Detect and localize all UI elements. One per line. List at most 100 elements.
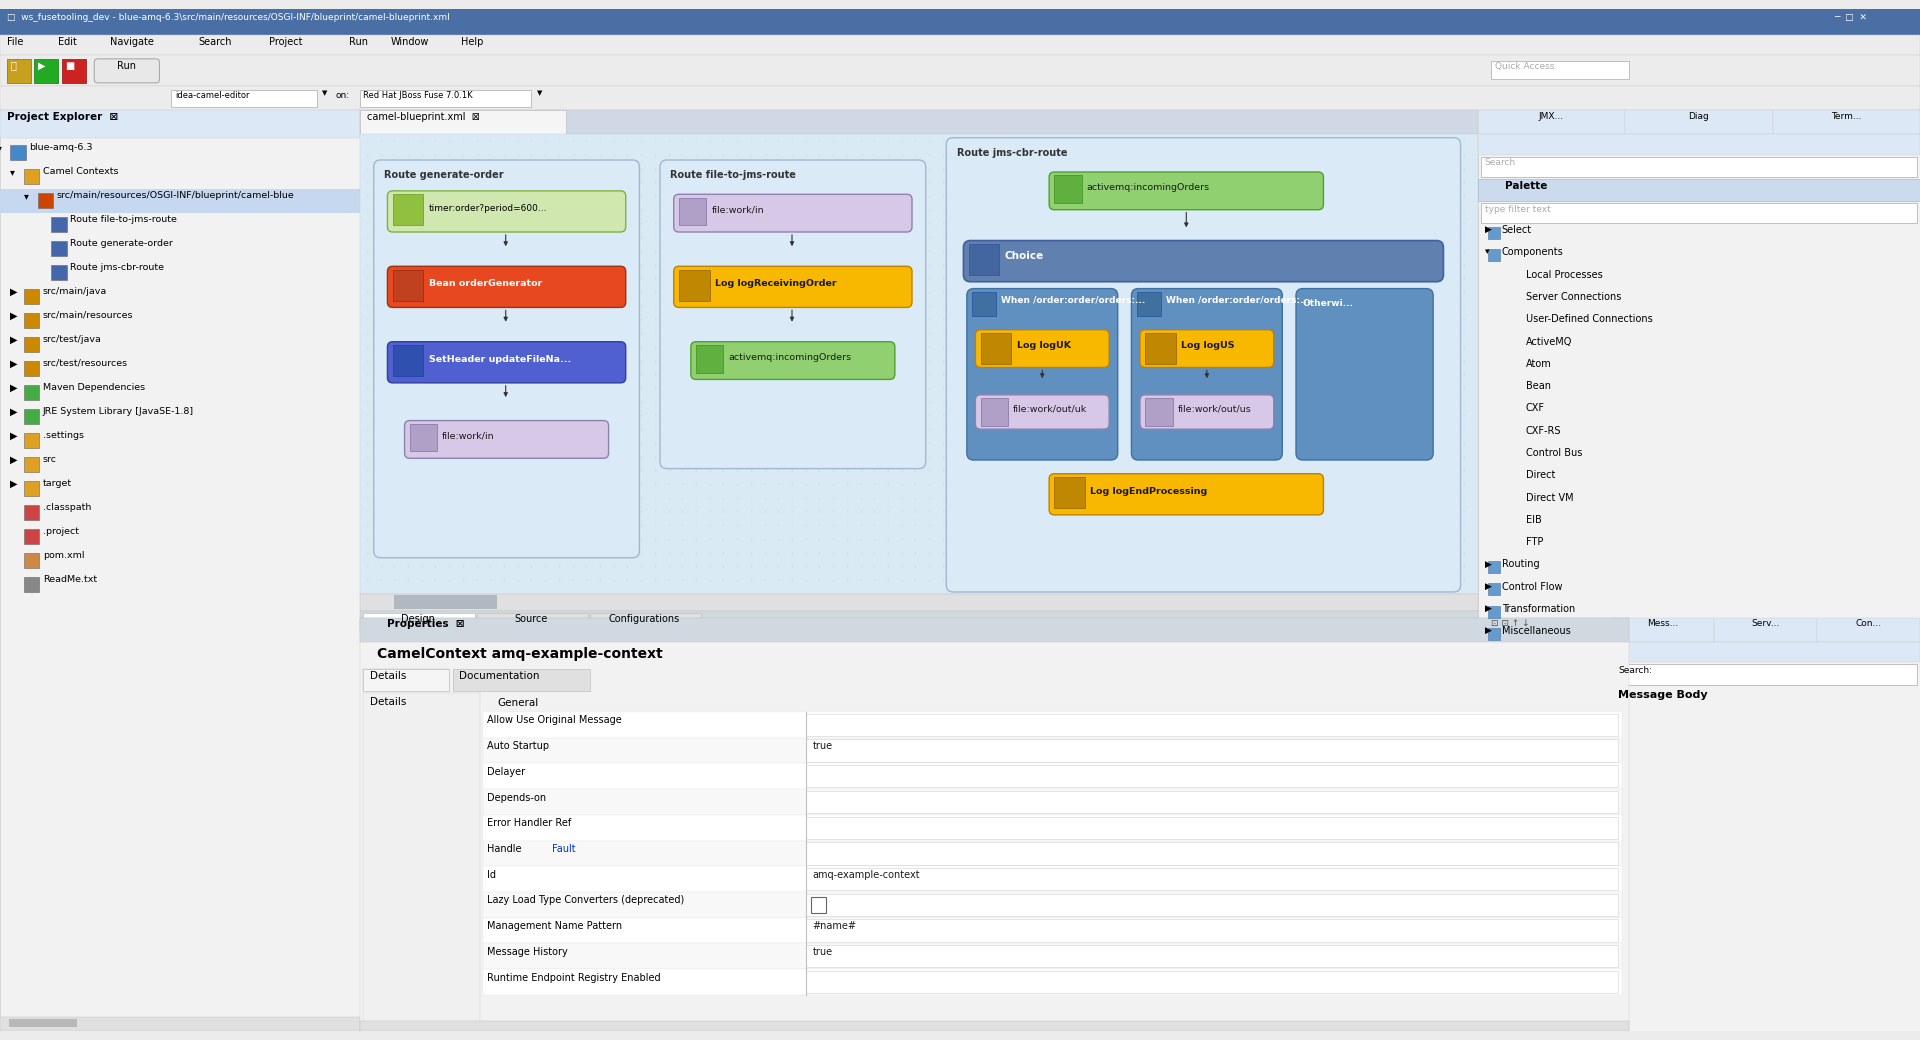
Text: .classpath: .classpath	[42, 503, 92, 512]
Text: ▶: ▶	[38, 60, 46, 71]
FancyBboxPatch shape	[1624, 110, 1772, 134]
FancyBboxPatch shape	[484, 866, 1622, 892]
FancyBboxPatch shape	[361, 134, 1478, 594]
FancyBboxPatch shape	[52, 240, 67, 256]
FancyBboxPatch shape	[38, 192, 54, 208]
Text: Direct: Direct	[1526, 470, 1555, 480]
Text: Handle: Handle	[488, 844, 524, 854]
Text: Con...: Con...	[1855, 620, 1882, 628]
FancyBboxPatch shape	[981, 333, 1012, 364]
FancyBboxPatch shape	[394, 596, 497, 609]
Text: Log logEndProcessing: Log logEndProcessing	[1091, 487, 1208, 496]
FancyBboxPatch shape	[1611, 618, 1715, 642]
Text: Route file-to-jms-route: Route file-to-jms-route	[71, 215, 177, 224]
FancyBboxPatch shape	[363, 613, 474, 633]
FancyBboxPatch shape	[1048, 473, 1323, 515]
FancyBboxPatch shape	[680, 269, 710, 301]
Text: camel-blueprint.xml  ⊠: camel-blueprint.xml ⊠	[367, 112, 480, 122]
FancyBboxPatch shape	[806, 919, 1619, 941]
Text: Allow Use Original Message: Allow Use Original Message	[488, 716, 622, 726]
FancyBboxPatch shape	[361, 110, 1478, 134]
Text: src/test/resources: src/test/resources	[42, 359, 129, 368]
FancyBboxPatch shape	[23, 576, 40, 592]
Text: Components: Components	[1501, 248, 1563, 258]
FancyBboxPatch shape	[361, 89, 532, 107]
FancyBboxPatch shape	[968, 288, 1117, 460]
FancyBboxPatch shape	[361, 610, 1478, 634]
Text: EIB: EIB	[1526, 515, 1542, 525]
FancyBboxPatch shape	[23, 361, 40, 376]
FancyBboxPatch shape	[0, 9, 1920, 35]
FancyBboxPatch shape	[392, 194, 424, 225]
Text: FTP: FTP	[1526, 537, 1544, 547]
Text: src/main/resources/OSGI-INF/blueprint/camel-blue: src/main/resources/OSGI-INF/blueprint/ca…	[56, 191, 294, 200]
FancyBboxPatch shape	[361, 1020, 1628, 1031]
FancyBboxPatch shape	[23, 168, 40, 184]
FancyBboxPatch shape	[94, 59, 159, 83]
FancyBboxPatch shape	[484, 815, 1622, 840]
Text: Message Body: Message Body	[1619, 690, 1709, 700]
FancyBboxPatch shape	[10, 145, 25, 160]
FancyBboxPatch shape	[964, 240, 1444, 282]
Text: Fault: Fault	[553, 844, 576, 854]
FancyBboxPatch shape	[1611, 618, 1920, 1031]
Text: General: General	[497, 698, 538, 708]
Text: ▾: ▾	[10, 166, 15, 177]
Text: pom.xml: pom.xml	[42, 551, 84, 560]
Text: ■: ■	[65, 60, 75, 71]
Text: target: target	[42, 478, 71, 488]
Text: Quick Access: Quick Access	[1496, 62, 1553, 72]
Text: timer:order?period=600...: timer:order?period=600...	[428, 204, 547, 213]
Text: blue-amq-6.3: blue-amq-6.3	[29, 142, 92, 152]
FancyBboxPatch shape	[972, 292, 996, 316]
FancyBboxPatch shape	[810, 898, 826, 912]
Text: Lazy Load Type Converters (deprecated): Lazy Load Type Converters (deprecated)	[488, 895, 684, 906]
FancyBboxPatch shape	[1615, 664, 1916, 684]
FancyBboxPatch shape	[388, 342, 626, 383]
FancyBboxPatch shape	[674, 266, 912, 308]
FancyBboxPatch shape	[1478, 134, 1920, 155]
Text: ActiveMQ: ActiveMQ	[1526, 337, 1572, 346]
Text: Atom: Atom	[1526, 359, 1551, 369]
FancyBboxPatch shape	[392, 269, 424, 301]
FancyBboxPatch shape	[23, 457, 40, 472]
Text: CamelContext amq-example-context: CamelContext amq-example-context	[376, 647, 662, 660]
Text: Route jms-cbr-route: Route jms-cbr-route	[956, 148, 1068, 158]
FancyBboxPatch shape	[1137, 292, 1160, 316]
FancyBboxPatch shape	[806, 842, 1619, 864]
Text: Log logUS: Log logUS	[1181, 341, 1235, 349]
Text: Transformation: Transformation	[1501, 604, 1574, 614]
Text: Window: Window	[392, 36, 430, 47]
FancyBboxPatch shape	[484, 763, 1622, 789]
FancyBboxPatch shape	[484, 943, 1622, 969]
FancyBboxPatch shape	[674, 194, 912, 232]
Text: Serv...: Serv...	[1751, 620, 1780, 628]
FancyBboxPatch shape	[1488, 250, 1500, 261]
FancyBboxPatch shape	[405, 420, 609, 459]
Text: Management Name Pattern: Management Name Pattern	[488, 921, 622, 931]
Text: file:work/in: file:work/in	[442, 432, 495, 441]
FancyBboxPatch shape	[0, 110, 361, 1031]
Text: ─  □  ✕: ─ □ ✕	[1834, 12, 1866, 22]
FancyBboxPatch shape	[23, 504, 40, 520]
FancyBboxPatch shape	[361, 110, 566, 134]
Text: amq-example-context: amq-example-context	[812, 869, 920, 880]
FancyBboxPatch shape	[484, 712, 1622, 737]
FancyBboxPatch shape	[23, 313, 40, 328]
FancyBboxPatch shape	[23, 409, 40, 424]
FancyBboxPatch shape	[806, 945, 1619, 967]
Text: Project Explorer  ⊠: Project Explorer ⊠	[8, 112, 119, 122]
FancyBboxPatch shape	[484, 892, 1622, 917]
FancyBboxPatch shape	[806, 816, 1619, 839]
FancyBboxPatch shape	[1611, 642, 1920, 662]
FancyBboxPatch shape	[0, 1017, 361, 1031]
FancyBboxPatch shape	[1492, 60, 1628, 79]
FancyBboxPatch shape	[1488, 227, 1500, 239]
FancyBboxPatch shape	[23, 337, 40, 352]
FancyBboxPatch shape	[1131, 288, 1283, 460]
FancyBboxPatch shape	[1144, 333, 1175, 364]
FancyBboxPatch shape	[23, 552, 40, 568]
Text: □  ws_fusetooling_dev - blue-amq-6.3\src/main/resources/OSGI-INF/blueprint/camel: □ ws_fusetooling_dev - blue-amq-6.3\src/…	[8, 12, 449, 22]
FancyBboxPatch shape	[1140, 330, 1273, 367]
Text: SetHeader updateFileNa...: SetHeader updateFileNa...	[428, 355, 570, 364]
